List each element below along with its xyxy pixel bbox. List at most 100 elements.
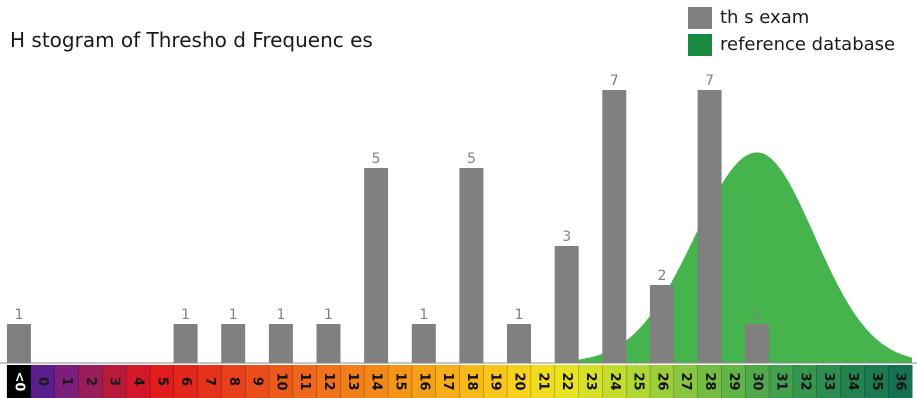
tick-label-36: 36 [893,372,908,390]
tick-label-1: 1 [59,377,74,386]
bar-20 [507,324,531,363]
category-cell-12 [316,365,341,398]
bar-value-label: 1 [181,307,190,323]
bar-28 [697,90,722,363]
category-cell-4 [126,365,151,398]
category-cell-24 [602,365,627,398]
tick-label-33: 33 [821,372,836,390]
category-cell-21 [530,365,556,398]
bar-value-label: 7 [610,73,619,89]
category-cell-3 [102,365,127,398]
bar-12 [316,324,341,363]
tick-label-0: 0 [35,377,50,386]
tick-label-20: 20 [512,372,527,390]
category-cell-31 [769,365,794,398]
category-cell-36 [888,365,913,398]
tick-label-21: 21 [535,372,550,390]
category-cell-<0 [7,365,32,398]
bar-value-label: 1 [14,307,23,323]
tick-label-31: 31 [774,372,789,390]
category-cell-18 [459,365,484,398]
category-cell-19 [483,365,508,398]
category-cell-10 [269,365,294,398]
legend-swatch-this-exam [688,6,712,29]
tick-label-4: 4 [131,377,146,386]
tick-label-23: 23 [583,372,598,390]
category-cell-35 [864,365,889,398]
bar-14 [364,168,389,363]
bar-6 [173,324,198,363]
tick-label-15: 15 [393,372,408,390]
category-cell-5 [149,365,175,398]
legend-label-this-exam: th s exam [720,7,810,28]
category-cell-29 [721,365,746,398]
bar-value-label: 7 [705,73,714,89]
category-cell-8 [221,365,246,398]
tick-label-26: 26 [654,372,669,390]
category-cell-22 [554,365,580,398]
tick-label-28: 28 [702,372,717,390]
legend-item-reference-database: reference database [688,31,895,58]
tick-label-22: 22 [559,372,574,390]
tick-label-8: 8 [226,377,241,386]
category-cell-27 [673,365,699,398]
category-cell-15 [388,365,413,398]
tick-label-30: 30 [750,372,765,390]
tick-label-19: 19 [488,372,503,390]
legend-swatch-reference-database [688,33,712,56]
tick-label-27: 27 [678,372,693,390]
tick-label-12: 12 [321,372,336,390]
category-cell-32 [792,365,818,398]
tick-label-16: 16 [416,372,431,390]
tick-label-<0: <0 [11,372,26,392]
category-cell-26 [650,365,675,398]
category-cell-17 [435,365,460,398]
category-cell-16 [411,365,437,398]
category-cell-0 [30,365,56,398]
reference-distribution-area [566,152,912,363]
bar-value-label: 2 [657,268,666,284]
tick-label-14: 14 [369,372,384,390]
category-cell-2 [78,365,103,398]
tick-label-6: 6 [178,377,193,386]
bar-16 [411,324,436,363]
bar-value-label: 1 [753,307,762,323]
category-cell-13 [340,365,365,398]
category-cell-7 [197,365,222,398]
legend-item-this-exam: th s exam [688,4,895,31]
bar-24 [602,90,627,363]
tick-label-34: 34 [845,372,860,390]
category-cell-14 [364,365,389,398]
bar-30 [745,324,770,363]
tick-label-18: 18 [464,372,479,390]
category-cell-11 [292,365,318,398]
bar-8 [221,324,246,363]
bar-22 [554,246,579,363]
category-cell-23 [578,365,603,398]
bar-26 [649,285,674,363]
bar-value-label: 1 [276,307,285,323]
bar-<0 [6,324,31,363]
tick-label-24: 24 [607,372,622,390]
bar-value-label: 1 [229,307,238,323]
tick-label-17: 17 [440,372,455,390]
bar-value-label: 3 [562,229,571,245]
chart-title: H stogram of Thresho d Frequenc es [10,28,373,52]
bar-value-label: 1 [419,307,428,323]
tick-label-5: 5 [154,377,169,386]
bar-18 [459,168,484,363]
category-cell-20 [507,365,532,398]
category-cell-33 [816,365,841,398]
tick-label-3: 3 [107,377,122,386]
bar-value-label: 1 [515,307,524,323]
tick-label-10: 10 [273,372,288,390]
category-cell-25 [626,365,651,398]
tick-label-2: 2 [83,377,98,386]
category-cell-28 [697,365,722,398]
tick-label-25: 25 [631,372,646,390]
tick-label-9: 9 [250,377,265,386]
category-cell-9 [245,365,270,398]
category-cell-1 [54,365,79,398]
category-cell-30 [745,365,770,398]
